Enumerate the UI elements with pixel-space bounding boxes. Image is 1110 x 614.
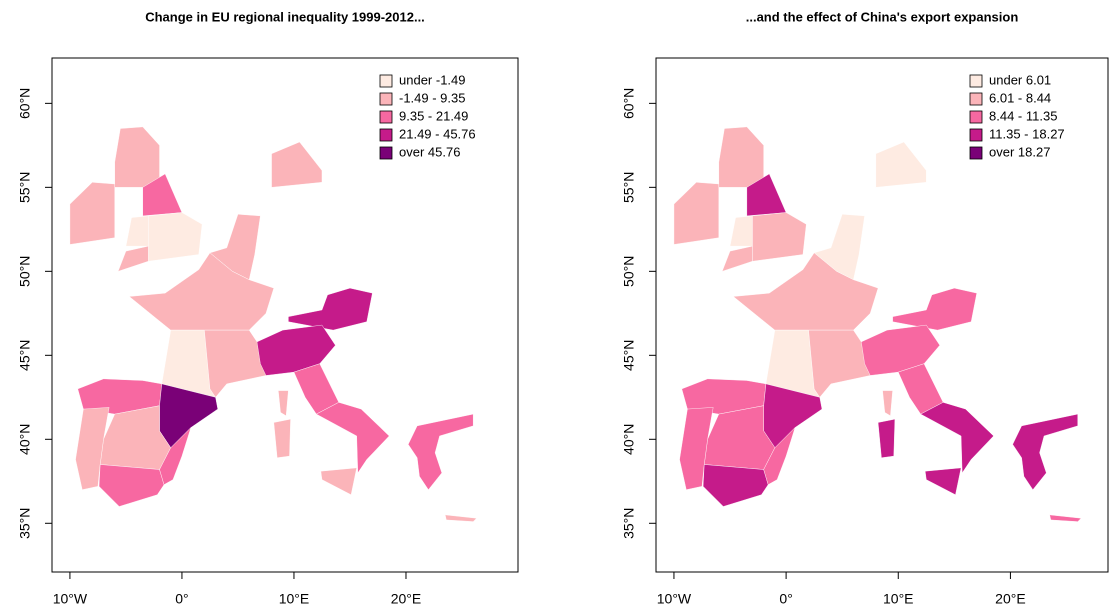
- plot-frame: [51, 57, 519, 573]
- region: [278, 390, 289, 417]
- region: [752, 212, 807, 262]
- region: [273, 418, 291, 459]
- map-title: Change in EU regional inequality 1999-20…: [145, 9, 425, 24]
- y-tick-label: 50°N: [621, 256, 637, 287]
- region: [718, 126, 764, 188]
- x-tick-label: 10°E: [279, 591, 310, 607]
- legend-label: -1.49 - 9.35: [399, 90, 466, 105]
- legend-swatch: [969, 92, 983, 106]
- plot-frame: [655, 57, 1109, 573]
- region: [702, 464, 769, 507]
- legend-label: over 45.76: [399, 144, 460, 159]
- region: [875, 141, 927, 188]
- region: [679, 407, 714, 490]
- legend-swatch: [379, 74, 393, 88]
- legend-swatch: [969, 128, 983, 142]
- legend-label: 8.44 - 11.35: [989, 108, 1057, 123]
- region: [673, 182, 720, 245]
- legend-label: 6.01 - 8.44: [989, 90, 1051, 105]
- region: [148, 212, 203, 262]
- region: [729, 215, 753, 247]
- region: [98, 464, 165, 507]
- y-tick-label: 55°N: [621, 172, 637, 203]
- region: [117, 245, 149, 272]
- region: [271, 141, 323, 188]
- legend-swatch: [379, 110, 393, 124]
- x-tick-label: 10°W: [657, 591, 692, 607]
- legend-swatch: [969, 146, 983, 160]
- region: [920, 402, 994, 474]
- region: [877, 418, 896, 459]
- region: [204, 329, 267, 398]
- region: [256, 324, 336, 376]
- x-tick-label: 20°E: [995, 591, 1026, 607]
- y-tick-label: 35°N: [621, 508, 637, 539]
- y-tick-label: 60°N: [621, 88, 637, 119]
- x-tick-label: 20°E: [391, 591, 422, 607]
- legend-swatch: [379, 128, 393, 142]
- region: [315, 402, 390, 474]
- region: [125, 215, 149, 247]
- x-tick-label: 0°: [779, 591, 792, 607]
- region: [882, 390, 893, 417]
- y-tick-label: 60°N: [17, 88, 33, 119]
- legend-label: under 6.01: [989, 72, 1051, 87]
- region: [444, 514, 477, 522]
- legend-swatch: [379, 92, 393, 106]
- y-tick-label: 40°N: [621, 424, 637, 455]
- y-tick-label: 40°N: [17, 424, 33, 455]
- x-tick-label: 10°W: [53, 591, 88, 607]
- region: [114, 126, 160, 188]
- region: [288, 287, 373, 331]
- region: [808, 329, 871, 398]
- region: [892, 287, 978, 331]
- region: [1012, 413, 1078, 491]
- region: [924, 467, 962, 496]
- legend-label: over 18.27: [989, 144, 1050, 159]
- y-tick-label: 45°N: [621, 340, 637, 371]
- region: [721, 245, 753, 272]
- legend-label: 21.49 - 45.76: [399, 126, 476, 141]
- region: [69, 182, 115, 245]
- legend-label: 9.35 - 21.49: [399, 108, 468, 123]
- region: [407, 413, 474, 491]
- region: [1049, 514, 1082, 522]
- y-tick-label: 50°N: [17, 256, 33, 287]
- legend-label: 11.35 - 18.27: [989, 126, 1065, 141]
- region: [763, 427, 796, 485]
- legend-swatch: [969, 110, 983, 124]
- legend-swatch: [969, 74, 983, 88]
- x-tick-label: 10°E: [883, 591, 914, 607]
- y-tick-label: 55°N: [17, 172, 33, 203]
- x-tick-label: 0°: [175, 591, 188, 607]
- region: [75, 407, 110, 490]
- region: [320, 467, 357, 496]
- region: [861, 324, 941, 376]
- y-tick-label: 45°N: [17, 340, 33, 371]
- region: [159, 427, 192, 485]
- legend-swatch: [379, 146, 393, 160]
- map-title: ...and the effect of China's export expa…: [746, 9, 1019, 24]
- y-tick-label: 35°N: [17, 508, 33, 539]
- legend-label: under -1.49: [399, 72, 466, 87]
